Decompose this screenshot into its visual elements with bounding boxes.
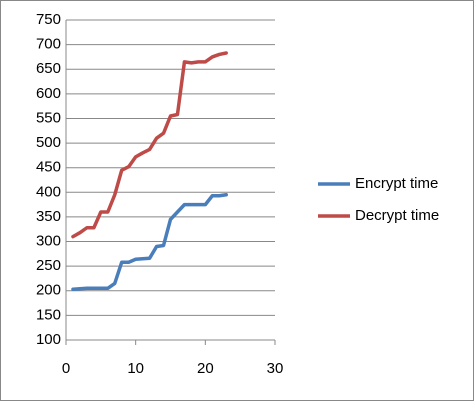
y-tick-label: 500 — [36, 134, 61, 151]
x-tick-label: 0 — [62, 360, 70, 377]
y-tick-label: 750 — [36, 11, 61, 28]
y-tick-label: 350 — [36, 208, 61, 225]
y-tick-label: 700 — [36, 36, 61, 53]
x-tick-label: 20 — [197, 360, 214, 377]
y-tick-label: 600 — [36, 85, 61, 102]
y-tick-label: 100 — [36, 331, 61, 348]
x-tick-label: 30 — [267, 360, 284, 377]
data-line — [71, 193, 228, 292]
legend-label: Decrypt time — [355, 207, 439, 224]
y-tick-label: 300 — [36, 233, 61, 250]
data-line — [71, 51, 228, 239]
y-tick-label: 150 — [36, 306, 61, 323]
legend-label: Encrypt time — [355, 175, 438, 192]
x-tick-label: 10 — [127, 360, 144, 377]
y-tick-label: 250 — [36, 257, 61, 274]
y-tick-label: 650 — [36, 60, 61, 77]
y-tick-label: 450 — [36, 159, 61, 176]
y-tick-label: 550 — [36, 109, 61, 126]
y-tick-label: 200 — [36, 282, 61, 299]
y-tick-label: 400 — [36, 183, 61, 200]
